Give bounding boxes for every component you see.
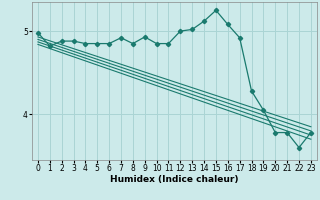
X-axis label: Humidex (Indice chaleur): Humidex (Indice chaleur) — [110, 175, 239, 184]
